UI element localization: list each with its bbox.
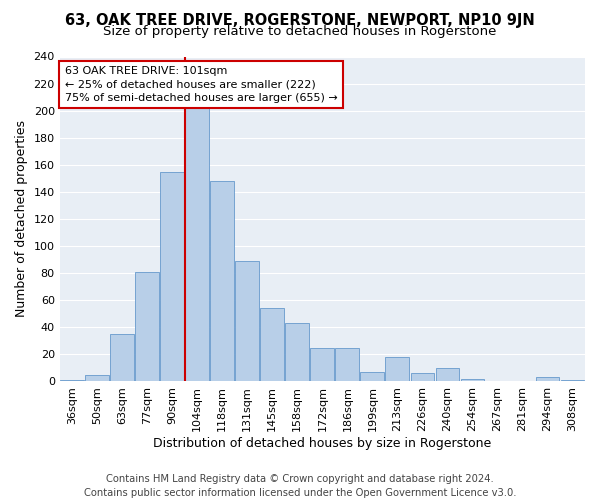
Bar [461,379,484,382]
X-axis label: Distribution of detached houses by size in Rogerstone: Distribution of detached houses by size … [153,437,491,450]
Bar [85,374,109,382]
Bar [110,334,134,382]
Text: 63, OAK TREE DRIVE, ROGERSTONE, NEWPORT, NP10 9JN: 63, OAK TREE DRIVE, ROGERSTONE, NEWPORT,… [65,12,535,28]
Bar [160,172,184,382]
Text: 63 OAK TREE DRIVE: 101sqm
← 25% of detached houses are smaller (222)
75% of semi: 63 OAK TREE DRIVE: 101sqm ← 25% of detac… [65,66,338,102]
Bar [211,181,234,382]
Bar [361,372,384,382]
Text: Contains HM Land Registry data © Crown copyright and database right 2024.
Contai: Contains HM Land Registry data © Crown c… [84,474,516,498]
Bar [260,308,284,382]
Y-axis label: Number of detached properties: Number of detached properties [15,120,28,318]
Bar [385,357,409,382]
Bar [185,108,209,382]
Bar [335,348,359,382]
Bar [136,272,159,382]
Bar [286,323,309,382]
Bar [60,380,84,382]
Bar [536,378,559,382]
Bar [410,374,434,382]
Bar [235,261,259,382]
Text: Size of property relative to detached houses in Rogerstone: Size of property relative to detached ho… [103,25,497,38]
Bar [560,380,584,382]
Bar [436,368,459,382]
Bar [310,348,334,382]
